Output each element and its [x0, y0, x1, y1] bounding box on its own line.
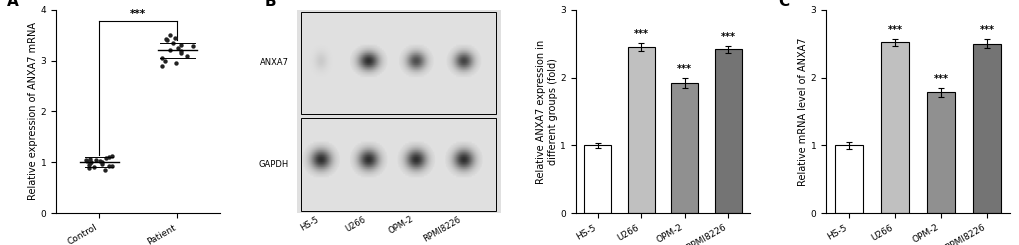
Text: ***: *** [887, 25, 902, 35]
Point [98, 156, 114, 160]
Point [179, 54, 196, 58]
Point [88, 158, 104, 162]
Point [78, 159, 95, 163]
Text: ***: *** [130, 10, 146, 19]
Point [158, 37, 174, 41]
Y-axis label: Relative expression of ANXA7 mRNA: Relative expression of ANXA7 mRNA [28, 23, 38, 200]
Text: ***: *** [978, 25, 994, 35]
Point [82, 157, 98, 161]
Point [97, 168, 113, 172]
Text: ***: *** [633, 29, 648, 39]
Bar [301, 12, 495, 113]
Point [169, 46, 185, 50]
Point [82, 163, 98, 167]
Point [159, 38, 175, 42]
Bar [627, 47, 654, 213]
Point [173, 51, 190, 55]
Point [167, 61, 183, 65]
Text: GAPDH: GAPDH [258, 160, 288, 169]
Text: B: B [264, 0, 275, 9]
Bar [671, 83, 697, 213]
Point [82, 166, 98, 170]
Text: ***: *** [720, 32, 735, 42]
Point [94, 160, 110, 164]
Bar [972, 44, 1000, 213]
Text: ***: *** [932, 74, 948, 84]
Point [172, 43, 189, 47]
Point [162, 49, 178, 52]
Text: ***: *** [677, 64, 692, 74]
Y-axis label: Relative ANXA7 expression in
different groups (fold): Relative ANXA7 expression in different g… [536, 39, 557, 184]
Point [82, 161, 98, 165]
Point [154, 64, 170, 68]
Point [104, 154, 120, 158]
Text: C: C [777, 0, 789, 9]
Bar [834, 145, 862, 213]
Text: A: A [7, 0, 18, 9]
Point [86, 165, 102, 169]
Bar [879, 42, 908, 213]
Point [101, 155, 117, 159]
Bar [584, 145, 610, 213]
Point [83, 160, 99, 164]
Point [100, 164, 116, 168]
Bar [714, 49, 741, 213]
Point [154, 56, 170, 60]
Point [104, 164, 120, 168]
Y-axis label: Relative mRNA level of ANXA7: Relative mRNA level of ANXA7 [797, 37, 807, 186]
Point [92, 159, 108, 163]
Point [162, 33, 178, 37]
Bar [301, 118, 495, 211]
Text: ANXA7: ANXA7 [259, 58, 288, 67]
Point [77, 158, 94, 162]
Point [167, 36, 183, 40]
Point [164, 41, 180, 45]
Bar [925, 93, 954, 213]
Point [94, 162, 110, 166]
Point [184, 44, 201, 48]
Point [173, 49, 190, 53]
Point [157, 59, 173, 63]
